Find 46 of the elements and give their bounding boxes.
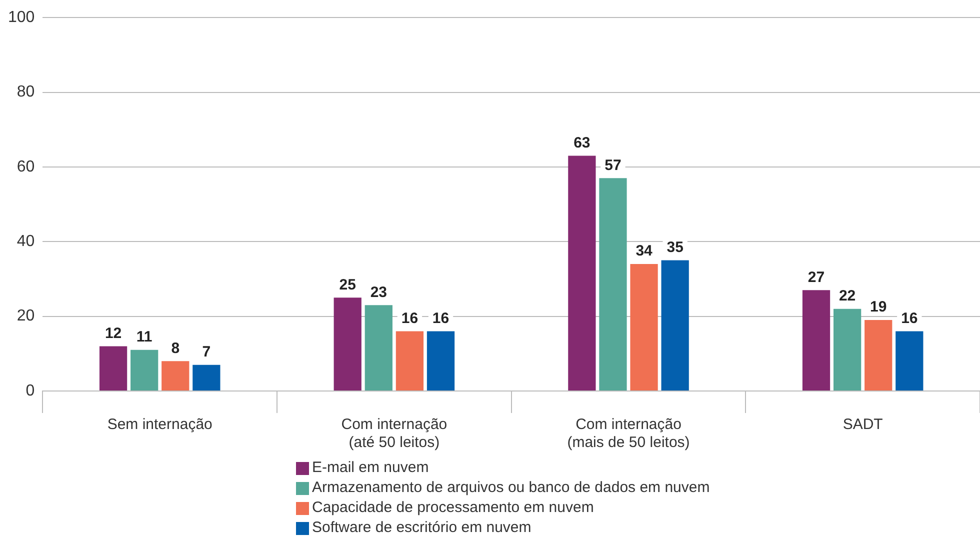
bar <box>334 298 362 390</box>
legend-label: Armazenamento de arquivos ou banco de dados em nuvem <box>312 478 710 498</box>
data-label: 23 <box>370 284 388 301</box>
legend-label: Capacidade de processamento em nuvem <box>312 498 594 518</box>
y-tick-label: 0 <box>26 382 35 400</box>
data-label: 25 <box>339 276 356 294</box>
data-label: 22 <box>838 287 856 304</box>
data-label: 16 <box>901 310 918 327</box>
bar <box>599 178 627 390</box>
data-label: 12 <box>104 324 122 342</box>
y-tick-label: 20 <box>16 308 35 325</box>
y-tick-label: 40 <box>16 233 35 250</box>
bar <box>99 346 128 390</box>
data-label: 27 <box>808 268 825 286</box>
x-tick-label: Com internação (mais de 50 leitos) <box>567 416 690 452</box>
y-tick-label: 80 <box>16 84 35 101</box>
bar <box>896 331 924 390</box>
bar <box>192 364 220 390</box>
data-label: 16 <box>401 310 418 327</box>
bar <box>426 331 455 390</box>
x-tick-label: Sem internação <box>107 416 212 434</box>
bar <box>661 260 689 390</box>
bar <box>864 320 892 390</box>
data-label: 57 <box>604 156 622 174</box>
bar <box>130 350 158 390</box>
y-tick-label: 60 <box>16 158 35 176</box>
bar <box>630 264 658 390</box>
data-label: 35 <box>666 238 684 256</box>
x-tick-label: Com internação (até 50 leitos) <box>341 416 448 452</box>
legend-label: Software de escritório em nuvem <box>312 518 532 538</box>
bar <box>802 290 830 390</box>
data-label: 63 <box>574 134 590 152</box>
y-tick-label: 100 <box>8 9 35 26</box>
data-label: 11 <box>136 328 152 346</box>
data-label: 19 <box>870 298 887 316</box>
data-label: 7 <box>202 344 211 361</box>
data-label: 8 <box>171 340 180 357</box>
legend-label: E-mail em nuvem <box>312 458 429 478</box>
bar <box>396 331 424 390</box>
bar <box>162 361 190 390</box>
bar <box>833 308 862 390</box>
x-tick-label: SADT <box>842 416 883 434</box>
data-label: 34 <box>636 242 654 260</box>
data-label: 16 <box>432 310 450 327</box>
bar <box>364 305 392 390</box>
bar <box>568 156 596 390</box>
